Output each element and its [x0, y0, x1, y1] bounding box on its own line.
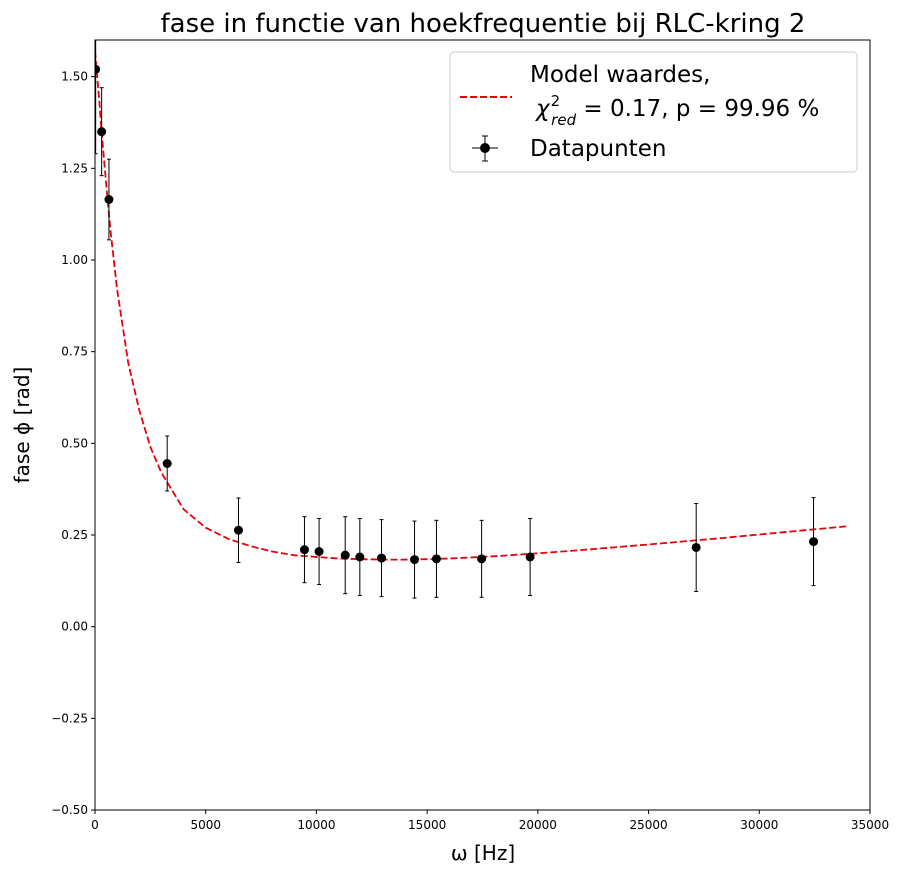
plot-marks	[95, 40, 848, 599]
x-tick-label: 15000	[408, 818, 446, 832]
y-tick-label: −0.25	[51, 711, 88, 725]
x-tick-label: 25000	[629, 818, 667, 832]
x-tick-label: 30000	[740, 818, 778, 832]
data-point	[377, 553, 387, 563]
chart-title: fase in functie van hoekfrequentie bij R…	[161, 9, 806, 39]
data-point	[431, 554, 441, 564]
legend-model-label-line1: Model waardes,	[530, 62, 710, 88]
y-tick-label: 0.25	[61, 528, 88, 542]
legend-model-label-line2: χ2 red = 0.17, p = 99.96 %	[534, 92, 819, 129]
data-point	[691, 542, 701, 552]
y-axis: −0.50 −0.25 0.00 0.25 0.50 0.75 1.00 1.25 1.50	[51, 70, 95, 817]
x-axis-label: ω [Hz]	[451, 841, 515, 865]
data-point	[97, 127, 107, 137]
x-tick-label: 35000	[851, 818, 889, 832]
x-axis: 0 5000 10000 15000 20000 25000 30000 35000	[91, 810, 889, 832]
y-tick-label: 1.00	[61, 253, 88, 267]
data-point	[314, 547, 324, 556]
y-tick-label: 0.50	[61, 436, 88, 450]
data-point	[525, 552, 535, 562]
legend-data-label: Datapunten	[530, 136, 666, 162]
y-tick-label: 1.25	[61, 161, 88, 175]
y-tick-label: 0.75	[61, 345, 88, 359]
data-point	[809, 537, 819, 547]
legend: Model waardes, χ2 red = 0.17, p = 99.96 %…	[449, 51, 858, 173]
data-point	[104, 195, 114, 204]
y-tick-label: 1.50	[61, 70, 88, 84]
data-point	[95, 64, 101, 74]
legend-box	[449, 51, 858, 173]
data-point	[162, 459, 172, 468]
legend-chi-sup: 2	[551, 92, 561, 110]
x-tick-label: 10000	[297, 818, 335, 832]
axes-frame	[94, 39, 871, 811]
data-point	[355, 552, 365, 562]
y-tick-label: 0.00	[61, 620, 88, 634]
x-tick-label: 0	[91, 818, 99, 832]
legend-data-marker	[480, 143, 490, 153]
data-point	[299, 545, 309, 555]
data-point	[233, 525, 243, 535]
plot-area	[95, 40, 848, 599]
x-tick-label: 20000	[519, 818, 557, 832]
y-tick-label: −0.50	[51, 803, 88, 817]
y-axis-label: fase ϕ [rad]	[10, 367, 34, 484]
data-point	[410, 555, 420, 565]
legend-chi-symbol: χ	[534, 96, 551, 122]
data-point	[340, 550, 350, 560]
x-tick-label: 5000	[190, 818, 221, 832]
data-point	[477, 554, 487, 564]
legend-chi-rest: = 0.17, p = 99.96 %	[576, 96, 819, 122]
legend-chi-sub: red	[551, 111, 576, 129]
